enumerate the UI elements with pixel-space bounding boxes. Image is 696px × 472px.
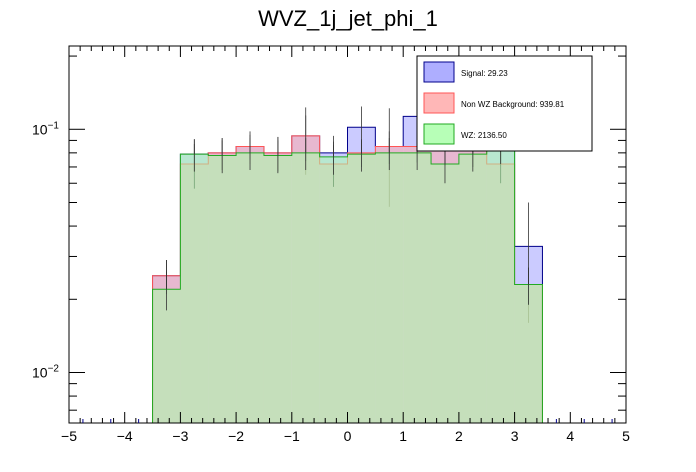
x-tick-label: 0	[344, 428, 352, 444]
bar-wz-8	[375, 152, 404, 423]
x-tick-label: −2	[228, 428, 244, 444]
bar-wz-3	[236, 152, 264, 423]
histogram-bars	[152, 91, 543, 423]
bar-wz-5	[291, 152, 320, 423]
series-wz	[152, 133, 543, 423]
legend-label: Non WZ Background: 939.81	[461, 100, 565, 109]
legend-swatch	[423, 92, 455, 114]
bar-wz-9	[403, 152, 432, 423]
legend-label: WZ: 2136.50	[461, 131, 507, 140]
x-tick-label: 3	[511, 428, 519, 444]
x-tick-label: 5	[622, 428, 630, 444]
legend-label: Signal: 29.23	[461, 69, 508, 78]
legend-swatch	[423, 61, 455, 83]
x-tick-label: −3	[172, 428, 188, 444]
bar-wz-4	[263, 155, 292, 423]
bar-wz-11	[458, 154, 487, 423]
x-tick-label: −5	[61, 428, 77, 444]
y-tick-label: 10−1	[32, 120, 59, 137]
legend: Signal: 29.23 Non WZ Background: 939.81 WZ…	[416, 55, 593, 152]
plot-area	[152, 91, 543, 423]
x-tick-label: −4	[117, 428, 133, 444]
bar-wz-13	[514, 284, 543, 423]
bar-wz-1	[180, 154, 209, 423]
x-tick-label: 1	[399, 428, 407, 444]
x-tick-label: −1	[284, 428, 300, 444]
bar-wz-2	[208, 155, 237, 423]
bar-wz-0	[152, 289, 181, 423]
bar-wz-12	[486, 147, 515, 423]
bar-wz-10	[431, 163, 459, 423]
y-tick-label: 10−2	[32, 364, 59, 381]
legend-swatch	[423, 123, 455, 145]
x-tick-label: 4	[566, 428, 574, 444]
x-tick-label: 2	[455, 428, 463, 444]
bar-wz-7	[347, 154, 376, 423]
outline-wz	[152, 147, 543, 423]
axes: −5 −4 −3 −2 −1 0 1 2 3 4 5 10−1 10−2	[32, 46, 630, 444]
chart-title: WVZ_1j_jet_phi_1	[258, 6, 438, 31]
bar-wz-6	[319, 156, 348, 423]
